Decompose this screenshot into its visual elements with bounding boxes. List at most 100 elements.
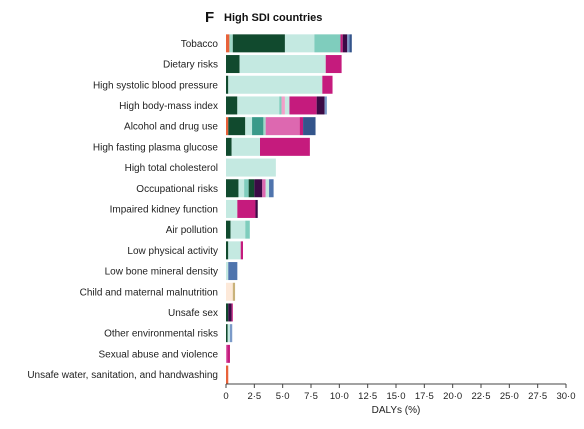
bar-segment [265,117,300,136]
bar-segment [226,220,231,239]
bar-segment [226,96,238,115]
bar-segment [226,55,240,74]
bar-segment [226,179,239,198]
bar-segment [229,34,233,53]
bar-segment [269,179,274,198]
bar-segment [314,34,341,53]
panel-letter: F [205,9,214,26]
x-tick-label: 27·5 [528,391,547,402]
bar-segment [226,117,229,136]
bar-segment [228,303,232,322]
x-tick-label: 0 [223,391,228,402]
bar-segment [226,303,229,322]
bar-segment [254,179,263,198]
category-label: High systolic blood pressure [93,80,218,91]
bar-segment [226,365,229,384]
bar-segment [226,344,228,363]
category-label: Tobacco [181,39,219,50]
bar-segment [347,34,350,53]
x-tick-label: 12·5 [358,391,377,402]
bar-segment [255,199,258,218]
bar-segment [226,158,276,177]
bar-segment [226,75,229,94]
bar-segment [349,34,352,53]
bar-segment [228,75,323,94]
bar-segment [239,55,326,74]
bar-segment [240,241,243,260]
bar-segment [252,117,264,136]
category-label: Dietary risks [163,60,218,71]
x-tick-label: 20·0 [443,391,462,402]
bar-segment [228,117,246,136]
bar-segment [232,282,236,301]
category-label: Impaired kidney function [110,204,218,215]
bar-segment [340,34,343,53]
x-tick-label: 10·0 [330,391,349,402]
bar-segment [322,75,333,94]
bar-segment [284,34,315,53]
x-tick-label: 25·0 [500,391,519,402]
category-label: High total cholesterol [125,163,218,174]
category-label: Occupational risks [136,184,218,195]
bar-segment [226,324,228,343]
bar-segment [227,344,230,363]
bar-segment [237,96,280,115]
category-label: High body-mass index [119,101,218,112]
x-tick-label: 15·0 [386,391,405,402]
bar-segment [226,34,230,53]
bar-segment [324,96,327,115]
bars-layer [226,34,352,384]
bar-segment [226,262,229,281]
category-label: Air pollution [166,225,218,236]
bar-segment [228,241,241,260]
category-label: Child and maternal malnutrition [80,287,218,298]
x-tick-label: 2·5 [247,391,261,402]
bar-segment [226,282,233,301]
bar-segment [231,137,260,156]
bar-segment [284,96,290,115]
bar-segment [262,179,266,198]
bar-segment [230,220,246,239]
bar-segment [265,179,270,198]
bar-segment [237,199,256,218]
bar-segment [245,117,253,136]
bar-segment [281,96,285,115]
x-tick-label: 22·5 [471,391,490,402]
category-label: High fasting plasma glucose [93,142,219,153]
bar-segment [342,34,348,53]
category-label: Low bone mineral density [105,267,218,278]
bar-segment [244,179,249,198]
x-tick-label: 30·0 [556,391,575,402]
bar-segment [231,303,233,322]
bar-segment [260,137,310,156]
chart-title: High SDI countries [224,12,322,24]
bar-segment [226,199,238,218]
category-label: Unsafe water, sanitation, and handwashin… [27,370,218,381]
bar-segment [316,96,325,115]
bar-segment [232,34,285,53]
x-axis: 0 2·5 5·0 7·5 10·0 12·5 15·0 17·5 20·0 22·5 25·0 27… [223,383,576,402]
bar-segment [303,117,316,136]
x-tick-label: 7·5 [304,391,318,402]
bar-segment [238,179,245,198]
bar-segment [279,96,282,115]
x-axis-label: DALYs (%) [372,405,421,416]
bar-segment [227,324,230,343]
bar-segment [245,220,250,239]
bar-segment [248,179,255,198]
x-tick-label: 17·5 [415,391,434,402]
category-label: Low physical activity [127,246,218,257]
bar-segment [325,55,342,74]
bar-segment [226,137,232,156]
bar-segment [263,117,266,136]
category-label: Sexual abuse and violence [98,349,218,360]
category-labels: Tobacco Dietary risks High systolic blood … [27,39,218,381]
category-label: Alcohol and drug use [124,122,218,133]
x-tick-label: 5·0 [276,391,290,402]
category-label: Other environmental risks [104,329,218,340]
bar-segment [226,241,229,260]
bar-segment [299,117,304,136]
category-label: Unsafe sex [168,308,218,319]
